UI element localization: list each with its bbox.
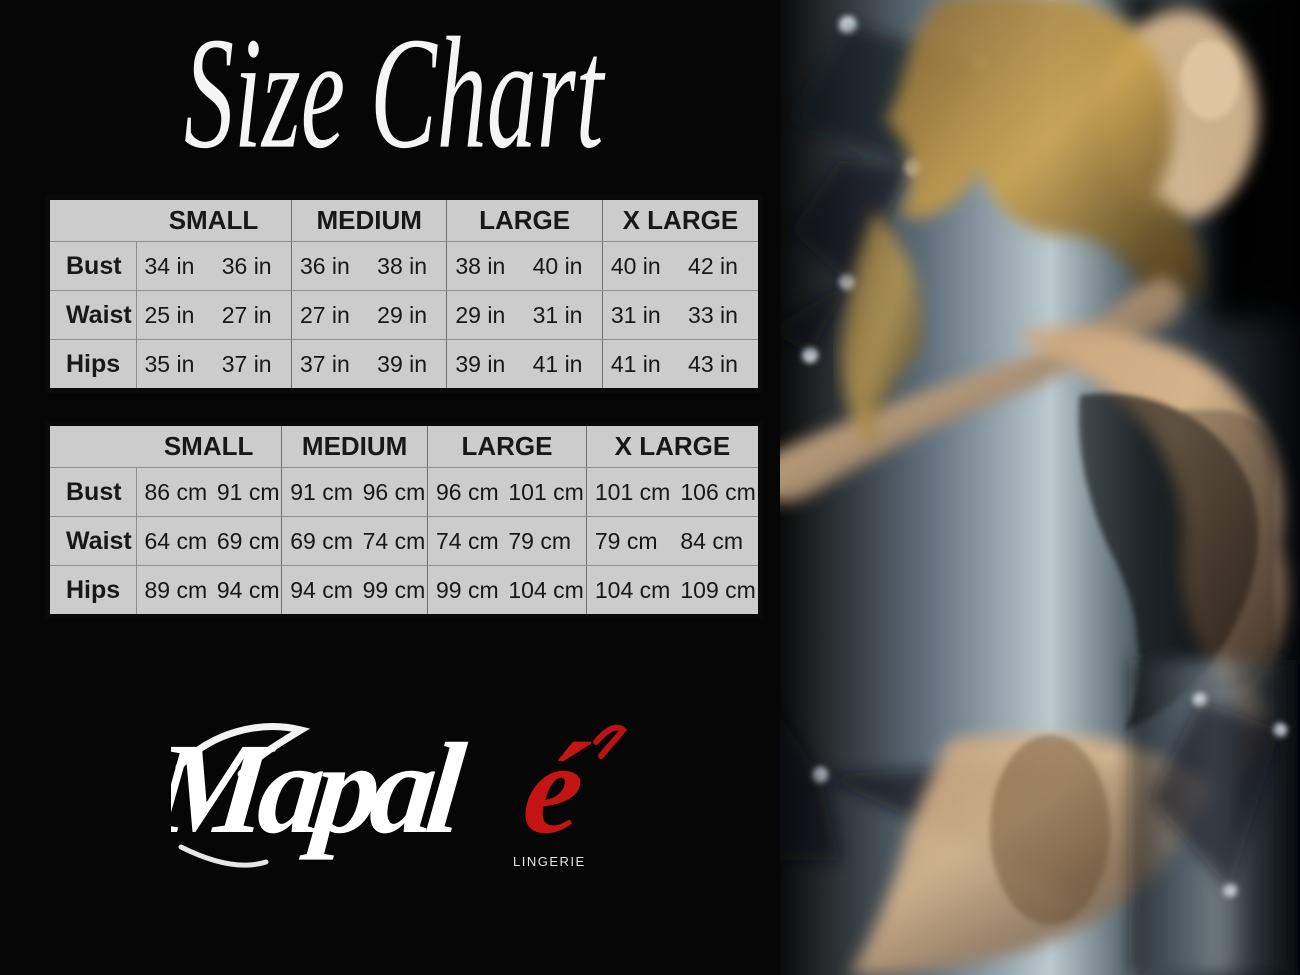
svg-text:é: é (517, 717, 594, 861)
svg-text:Mapal: Mapal (171, 717, 472, 861)
